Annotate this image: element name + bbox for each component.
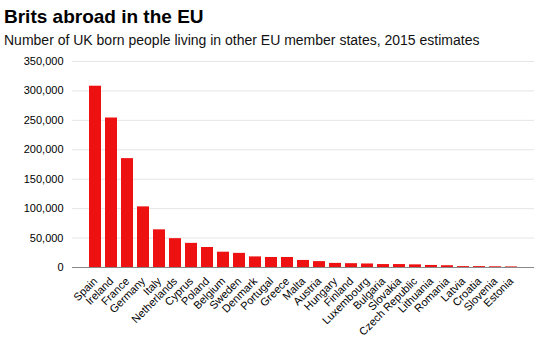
svg-text:Spain: Spain [71, 274, 100, 304]
svg-text:Czech Republic: Czech Republic [356, 274, 420, 338]
svg-text:Slovakia: Slovakia [365, 274, 404, 313]
svg-text:Finland: Finland [321, 274, 356, 309]
svg-text:Netherlands: Netherlands [129, 274, 180, 326]
svg-text:Denmark: Denmark [219, 274, 260, 315]
svg-text:Germany: Germany [106, 274, 148, 316]
svg-text:Italy: Italy [140, 274, 164, 298]
svg-text:Croatia: Croatia [449, 274, 484, 309]
svg-text:50,000: 50,000 [30, 232, 64, 244]
svg-text:Luxembourg: Luxembourg [319, 274, 372, 327]
html-text:Brits abroad in the EU: Brits abroad in the EU [4, 6, 204, 27]
svg-text:Cyprus: Cyprus [162, 274, 196, 308]
svg-text:100,000: 100,000 [24, 202, 64, 214]
svg-text:Greece: Greece [257, 274, 292, 309]
svg-text:0: 0 [57, 261, 63, 273]
svg-text:Bulgaria: Bulgaria [350, 274, 388, 312]
svg-text:Portugal: Portugal [237, 274, 276, 313]
svg-text:Hungary: Hungary [301, 274, 340, 313]
svg-text:Lithuania: Lithuania [395, 274, 436, 315]
svg-text:Ireland: Ireland [83, 274, 116, 307]
svg-text:Latvia: Latvia [438, 274, 468, 304]
svg-text:Poland: Poland [178, 274, 212, 308]
svg-text:Belgium: Belgium [190, 274, 228, 312]
svg-text:Romania: Romania [411, 274, 452, 315]
svg-text:Estonia: Estonia [481, 274, 516, 309]
svg-text:350,000: 350,000 [24, 55, 64, 67]
svg-text:Malta: Malta [279, 274, 308, 303]
svg-text:Austria: Austria [290, 274, 324, 308]
svg-text:Sweden: Sweden [206, 274, 244, 312]
svg-text:300,000: 300,000 [24, 84, 64, 96]
svg-text:250,000: 250,000 [24, 114, 64, 126]
svg-text:Slovenia: Slovenia [461, 274, 500, 314]
html-text:Number of UK born people livin: Number of UK born people living in other… [4, 32, 480, 48]
svg-text:France: France [98, 274, 132, 308]
svg-text:150,000: 150,000 [24, 173, 64, 185]
svg-text:200,000: 200,000 [24, 143, 64, 155]
